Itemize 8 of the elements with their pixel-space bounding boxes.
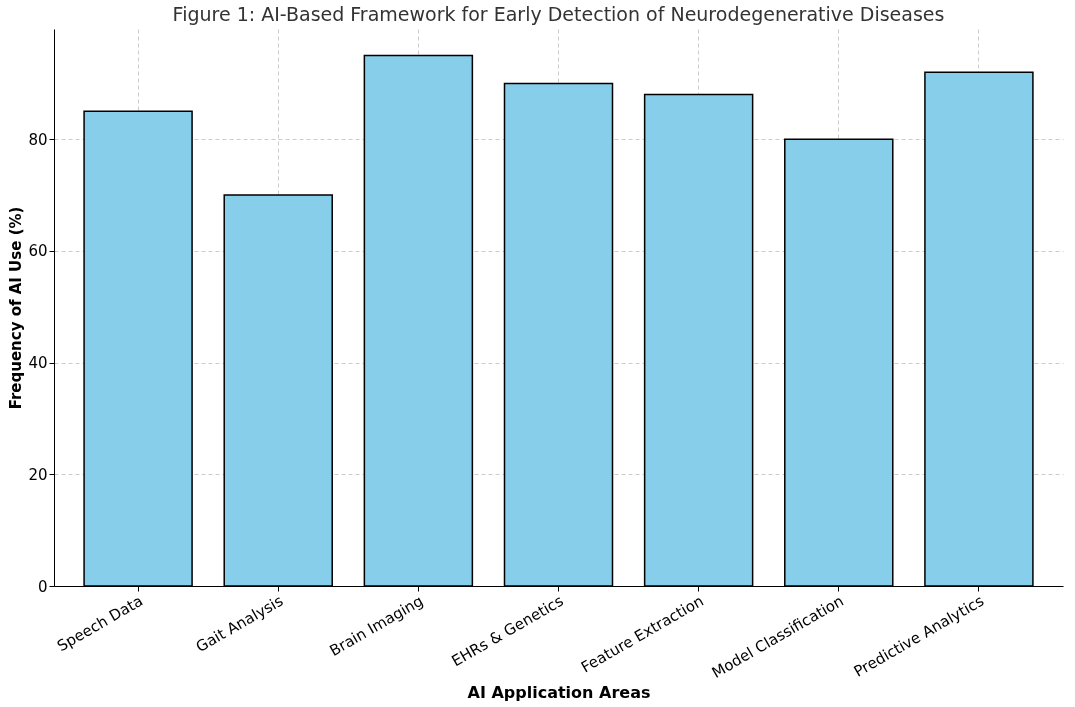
y-tick-label: 0 <box>37 577 48 596</box>
y-tick-label: 20 <box>28 465 48 484</box>
y-tick-label: 80 <box>28 130 48 149</box>
y-axis-title: Frequency of AI Use (%) <box>7 206 26 410</box>
x-axis-title: AI Application Areas <box>467 683 651 703</box>
chart-title: Figure 1: AI-Based Framework for Early Detection of Neurodegenerative Diseases <box>172 3 945 25</box>
y-tick-label: 40 <box>28 354 48 373</box>
y-tick-label: 60 <box>28 242 48 261</box>
